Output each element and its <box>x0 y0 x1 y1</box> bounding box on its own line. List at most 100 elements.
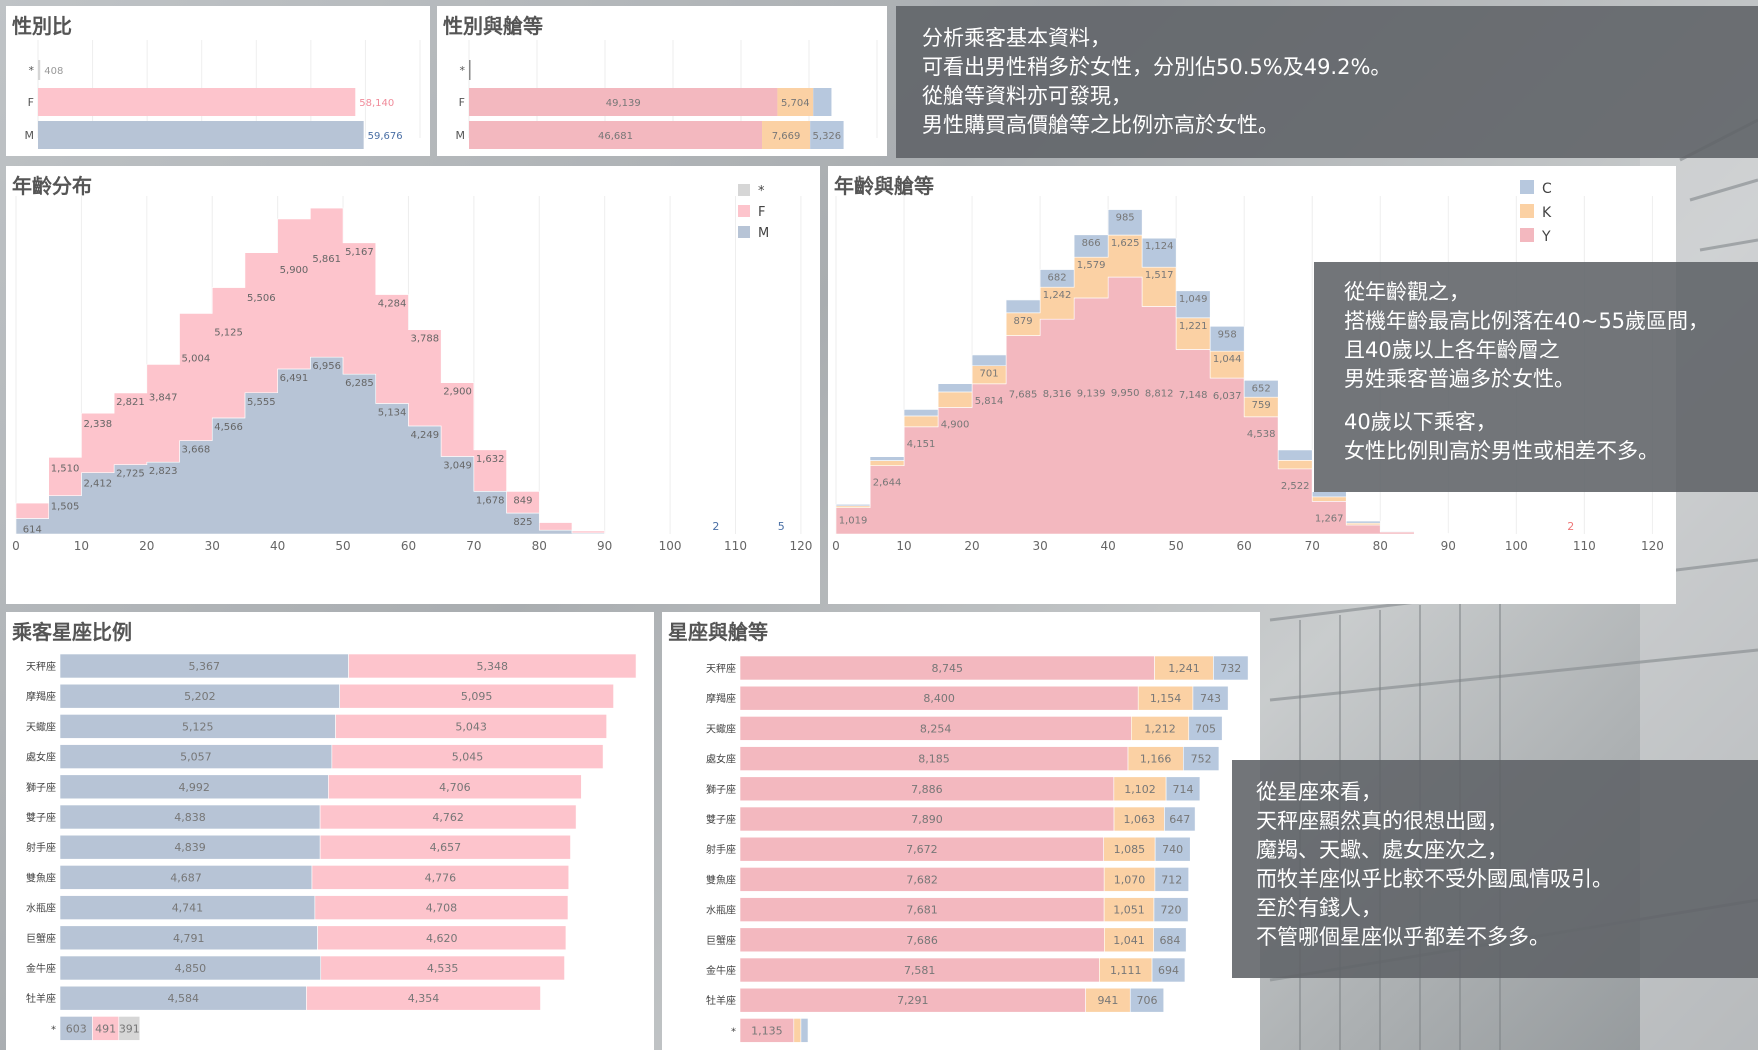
bar-segment <box>306 985 541 1011</box>
data-label-F: 5,167 <box>345 247 374 258</box>
x-tick-label: 90 <box>1441 539 1456 553</box>
data-label: 941 <box>1097 994 1118 1007</box>
note-top-line: 可看出男性稍多於女性，分別佔50.5%及49.2%。 <box>922 55 1392 79</box>
data-label-F: 5,506 <box>247 293 276 304</box>
data-label: 4,708 <box>426 902 458 915</box>
data-label: 7,669 <box>772 131 801 142</box>
category-label: 獅子座 <box>26 781 56 794</box>
data-label: 7,291 <box>897 994 929 1007</box>
data-label: 1,063 <box>1123 813 1155 826</box>
data-label-F: 1,632 <box>476 454 505 465</box>
x-tick-label: 10 <box>896 539 911 553</box>
data-label: 4,850 <box>175 962 207 975</box>
data-label: 752 <box>1191 753 1212 766</box>
category-label: M <box>456 129 466 142</box>
bar-segment <box>1099 957 1153 983</box>
x-tick-label: 60 <box>401 539 416 553</box>
legend-swatch <box>1520 204 1534 218</box>
data-label: 8,185 <box>918 753 950 766</box>
category-label: 獅子座 <box>706 783 736 796</box>
note-age-line: 且40歲以上各年齡層之 <box>1344 338 1560 362</box>
data-label-C: 1,124 <box>1145 241 1174 252</box>
bar-segment <box>319 804 577 830</box>
data-label: 1,154 <box>1150 692 1182 705</box>
legend-swatch <box>738 184 750 196</box>
legend-label: F <box>758 205 765 220</box>
data-label-Y: 4,538 <box>1247 429 1276 440</box>
data-label-Y: 4,151 <box>907 439 936 450</box>
category-label: 處女座 <box>706 753 736 766</box>
x-tick-label: 70 <box>466 539 481 553</box>
x-tick-label: 50 <box>335 539 350 553</box>
bar-segment <box>777 88 814 116</box>
data-label-Y: 2,522 <box>1281 481 1310 492</box>
data-label-F: 4,284 <box>378 299 407 310</box>
category-label: 巨蟹座 <box>706 934 736 947</box>
note-age-line: 女性比例則高於男性或相差不多。 <box>1344 439 1659 463</box>
bar-segment <box>1192 685 1229 711</box>
data-label-M: 5,134 <box>378 407 407 418</box>
bar-segment <box>311 865 570 890</box>
x-tick-label: 20 <box>139 539 154 553</box>
data-label-M: 2,725 <box>116 469 145 480</box>
data-label-M: 4,566 <box>214 422 243 433</box>
bar <box>38 121 364 149</box>
category-label: 金牛座 <box>706 964 736 977</box>
note-zodiac-line: 魔羯、天蠍、處女座次之， <box>1256 838 1508 862</box>
note-age-line: 40歲以下乘客， <box>1344 410 1497 434</box>
bar-segment <box>739 655 1155 681</box>
category-label: 雙魚座 <box>706 873 736 886</box>
x-tick-label: 0 <box>12 539 20 553</box>
x-tick-label: 70 <box>1305 539 1320 553</box>
category-label: 摩羯座 <box>26 690 56 703</box>
x-tick-label: 100 <box>659 539 682 553</box>
data-label: 49,139 <box>606 98 641 109</box>
bar-segment <box>739 957 1100 983</box>
data-label: 1,041 <box>1113 934 1145 947</box>
data-label-Y: 2,644 <box>873 478 902 489</box>
bar-segment <box>1165 776 1201 802</box>
data-label-M: 3,668 <box>182 445 211 456</box>
legend-swatch <box>738 226 750 238</box>
data-label-F: 5,900 <box>280 265 309 276</box>
data-label: 5,057 <box>180 751 212 764</box>
data-label: 7,890 <box>911 813 943 826</box>
data-label-K: 1,044 <box>1213 354 1242 365</box>
category-label: 巨蟹座 <box>26 932 56 945</box>
bar-segment <box>800 1018 809 1043</box>
data-label: 4,657 <box>430 841 462 854</box>
bar-segment <box>1213 655 1249 681</box>
x-tick-label: 30 <box>205 539 220 553</box>
x-tick-label: 60 <box>1237 539 1252 553</box>
legend-label: M <box>758 226 769 241</box>
bar-segment <box>319 834 571 860</box>
bar-segment <box>59 895 316 920</box>
bar-segment <box>320 955 565 981</box>
bar-segment <box>1103 897 1155 922</box>
bar-segment <box>335 714 607 739</box>
category-label: * <box>29 64 35 77</box>
data-label-F: 5,004 <box>182 354 211 365</box>
x-tick-label: 40 <box>270 539 285 553</box>
bar-segment <box>1164 806 1196 832</box>
data-label-M: 1,505 <box>51 502 80 513</box>
data-label: 7,686 <box>906 934 938 947</box>
bar-segment <box>59 653 349 679</box>
data-label: 7,682 <box>906 873 938 886</box>
data-label-M: 6,956 <box>312 361 341 372</box>
bar-segment <box>1188 716 1223 741</box>
note-zodiac-line: 至於有錢人， <box>1256 896 1382 920</box>
data-label: 647 <box>1169 813 1190 826</box>
data-label: 743 <box>1200 692 1221 705</box>
data-label: 1,111 <box>1110 964 1142 977</box>
category-label: 摩羯座 <box>706 692 736 705</box>
bar-segment <box>92 1016 120 1041</box>
data-label: 740 <box>1162 843 1183 856</box>
bar-segment <box>793 1018 802 1043</box>
data-label: 1,051 <box>1113 904 1145 917</box>
category-label: 射手座 <box>26 841 56 854</box>
bar-segment <box>469 88 778 116</box>
data-label-K: 1,517 <box>1145 270 1174 281</box>
legend-label: * <box>758 184 765 199</box>
data-label: 1,085 <box>1114 843 1146 856</box>
